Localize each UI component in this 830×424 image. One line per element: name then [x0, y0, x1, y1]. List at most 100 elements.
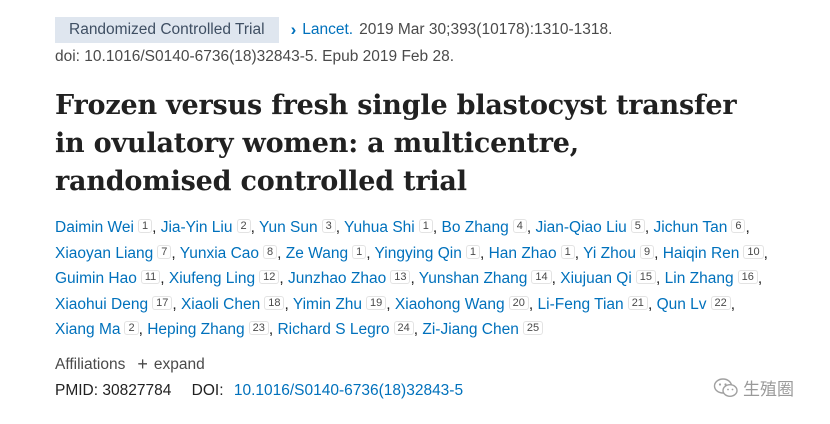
affiliation-number-badge[interactable]: 7 — [157, 244, 172, 259]
affiliation-number-badge[interactable]: 5 — [630, 219, 645, 233]
watermark-text: 生殖圈 — [743, 380, 794, 399]
affiliation-number-badge[interactable]: 16 — [737, 270, 758, 285]
author-name-link[interactable]: Xiaohui Deng — [55, 295, 149, 313]
affiliations-row: Affiliations + expand — [55, 354, 205, 375]
author-name-link[interactable]: Haiqin Ren — [662, 244, 740, 262]
author-item: Junzhao Zhao 13 — [288, 270, 411, 287]
doi-epub-line: doi: 10.1016/S0140-6736(18)32843-5. Epub… — [55, 48, 455, 65]
author-item: Jichun Tan 6 — [654, 219, 746, 236]
affiliation-number-badge[interactable]: 19 — [366, 295, 387, 310]
affiliation-number-badge[interactable]: 17 — [152, 295, 173, 310]
author-item: Yi Zhou 9 — [583, 244, 655, 262]
author-name-link[interactable]: Xiujuan Qi — [560, 270, 632, 288]
author-item: Xiang Ma 2 — [55, 321, 139, 338]
affiliation-number-badge[interactable]: 11 — [140, 270, 161, 285]
author-name-link[interactable]: Yingying Qin — [374, 244, 462, 262]
doi-link[interactable]: 10.1016/S0140-6736(18)32843-5 — [233, 382, 464, 399]
author-name-link[interactable]: Daimin Wei — [55, 219, 134, 236]
author-name-link[interactable]: Yunxia Cao — [179, 244, 259, 262]
identifiers-row: PMID: 30827784 DOI: 10.1016/S0140-6736(1… — [55, 382, 463, 400]
author-item: Xiaohong Wang 20 — [394, 295, 529, 313]
affiliation-number-badge[interactable]: 23 — [248, 321, 269, 336]
affiliation-number-badge[interactable]: 12 — [259, 270, 280, 285]
author-name-link[interactable]: Richard S Legro — [277, 321, 390, 339]
author-item: Jian-Qiao Liu 5 — [535, 219, 645, 236]
author-item: Yunxia Cao 8 — [179, 244, 278, 262]
author-name-link[interactable]: Han Zhao — [488, 244, 557, 262]
affiliation-number-badge[interactable]: 24 — [393, 321, 414, 336]
affiliation-number-badge[interactable]: 25 — [522, 321, 544, 336]
citation-header: Randomized Controlled Trial › Lancet. 20… — [55, 17, 612, 43]
author-name-link[interactable]: Jichun Tan — [653, 219, 728, 236]
author-name-link[interactable]: Zi-Jiang Chen — [422, 321, 519, 339]
author-item: Ze Wang 1 — [285, 244, 367, 262]
author-name-link[interactable]: Yun Sun — [258, 219, 318, 236]
author-item: Guimin Hao 11 — [55, 270, 161, 288]
author-item: Li-Feng Tian 21 — [537, 295, 648, 313]
author-item: Lin Zhang 16 — [665, 270, 758, 287]
affiliation-number-badge[interactable]: 6 — [731, 219, 746, 233]
author-name-link[interactable]: Xiang Ma — [55, 321, 121, 339]
author-name-link[interactable]: Heping Zhang — [147, 321, 245, 339]
publication-type-badge: Randomized Controlled Trial — [55, 17, 279, 43]
chevron-right-icon[interactable]: › — [290, 20, 297, 39]
affiliation-number-badge[interactable]: 15 — [635, 270, 657, 285]
author-name-link[interactable]: Junzhao Zhao — [287, 270, 387, 288]
author-item: Xiaoyan Liang 7 — [55, 244, 172, 262]
watermark: 生殖圈 — [713, 375, 794, 400]
affiliation-number-badge[interactable]: 1 — [560, 244, 575, 259]
author-item: Bo Zhang 4 — [441, 219, 527, 236]
author-name-link[interactable]: Yuhua Shi — [344, 219, 415, 236]
author-item: Xiujuan Qi 15 — [560, 270, 657, 288]
affiliation-number-badge[interactable]: 1 — [352, 244, 367, 259]
author-name-link[interactable]: Lin Zhang — [664, 270, 734, 288]
author-item: Haiqin Ren 10 — [662, 244, 764, 262]
author-item: Yuhua Shi 1 — [344, 219, 433, 236]
affiliations-label: Affiliations — [55, 355, 126, 373]
author-name-link[interactable]: Guimin Hao — [55, 270, 137, 288]
doi-label: DOI: — [191, 382, 224, 399]
authors-list: Daimin Wei 1, Jia-Yin Liu 2, Yun Sun 3, Yuh… — [55, 219, 768, 339]
author-item: Zi-Jiang Chen 25 — [422, 321, 544, 339]
affiliation-number-badge[interactable]: 4 — [512, 219, 527, 233]
author-name-link[interactable]: Yi Zhou — [583, 244, 636, 262]
author-item: Yun Sun 3 — [259, 219, 336, 236]
author-item: Xiaoli Chen 18 — [180, 295, 285, 313]
affiliation-number-badge[interactable]: 10 — [743, 244, 764, 259]
author-name-link[interactable]: Jian-Qiao Liu — [535, 219, 627, 236]
affiliation-number-badge[interactable]: 22 — [710, 295, 731, 310]
expand-affiliations-button[interactable]: expand — [153, 355, 205, 373]
affiliation-number-badge[interactable]: 14 — [531, 270, 552, 285]
plus-icon[interactable]: + — [137, 354, 148, 374]
affiliation-number-badge[interactable]: 1 — [137, 219, 153, 233]
author-name-link[interactable]: Li-Feng Tian — [537, 295, 624, 313]
author-name-link[interactable]: Jia-Yin Liu — [160, 219, 233, 236]
journal-link[interactable]: Lancet. — [302, 21, 354, 38]
author-name-link[interactable]: Xiaohong Wang — [394, 295, 505, 313]
author-item: Richard S Legro 24 — [277, 321, 414, 339]
wechat-logo-icon — [713, 377, 738, 397]
article-title: Frozen versus fresh single blastocyst tr… — [55, 90, 737, 197]
author-name-link[interactable]: Xiufeng Ling — [168, 270, 256, 288]
affiliation-number-badge[interactable]: 9 — [639, 244, 655, 259]
affiliation-number-badge[interactable]: 21 — [627, 295, 648, 310]
affiliation-number-badge[interactable]: 1 — [465, 244, 480, 259]
affiliation-number-badge[interactable]: 2 — [124, 321, 139, 336]
affiliation-number-badge[interactable]: 2 — [236, 219, 251, 233]
author-item: Xiaohui Deng 17 — [55, 295, 173, 313]
author-name-link[interactable]: Xiaoyan Liang — [55, 244, 154, 262]
affiliation-number-badge[interactable]: 1 — [418, 219, 433, 233]
affiliation-number-badge[interactable]: 8 — [263, 244, 278, 259]
author-name-link[interactable]: Yimin Zhu — [292, 295, 363, 313]
affiliation-number-badge[interactable]: 18 — [264, 295, 285, 310]
author-name-link[interactable]: Qun Lv — [656, 295, 707, 313]
author-name-link[interactable]: Yunshan Zhang — [418, 270, 528, 288]
author-name-link[interactable]: Xiaoli Chen — [180, 295, 261, 313]
affiliation-number-badge[interactable]: 13 — [390, 270, 411, 285]
affiliation-number-badge[interactable]: 20 — [508, 295, 529, 310]
author-item: Yimin Zhu 19 — [292, 295, 387, 313]
citation-details: 2019 Mar 30;393(10178):1310-1318. — [359, 21, 613, 38]
affiliation-number-badge[interactable]: 3 — [321, 219, 336, 233]
author-name-link[interactable]: Bo Zhang — [441, 219, 509, 236]
author-name-link[interactable]: Ze Wang — [285, 244, 349, 262]
